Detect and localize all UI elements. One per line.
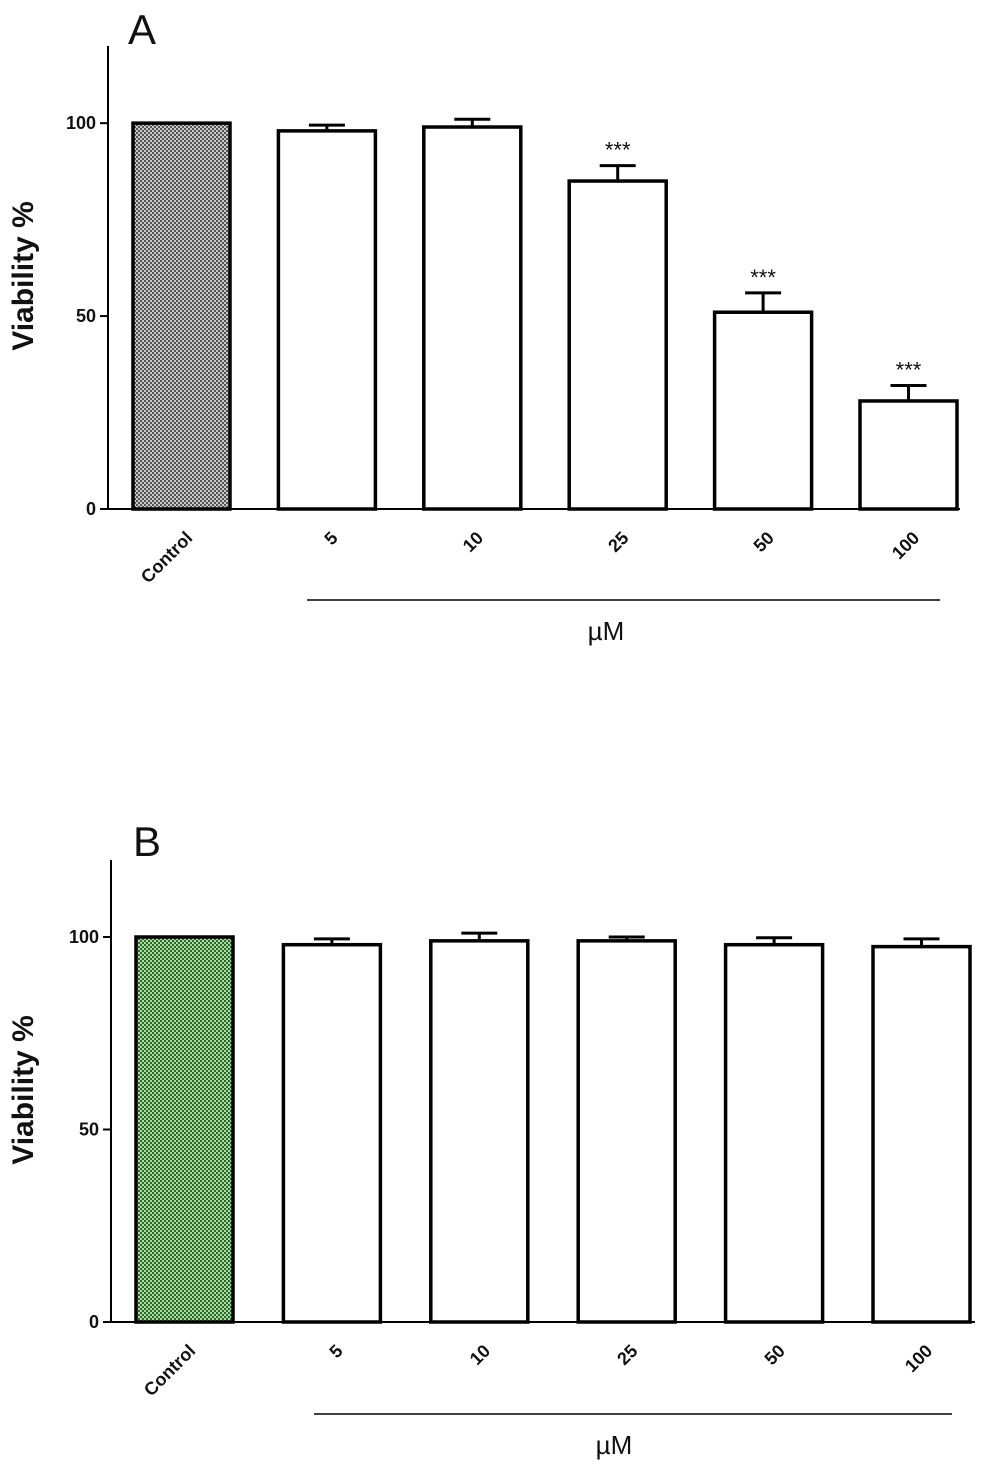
y-tick-label: 50 [79,1120,99,1140]
y-axis-label: Viability % [7,201,40,351]
bars [134,931,972,1324]
x-tick-label: 5 [321,528,342,549]
bar-50 [712,310,814,511]
y-tick-label: 50 [76,306,96,326]
panel-a: A Viability % 0 50 100 *** *** *** Control 5 1… [7,6,960,646]
significance-marker: *** [750,265,776,290]
panel-label-b: B [133,818,161,865]
bar-100 [858,399,959,511]
x-tick-label: 100 [888,528,923,563]
y-tick-label: 0 [86,499,96,519]
bar-25 [576,939,677,1324]
y-axis-label: Viability % [7,1015,40,1165]
x-tick-labels: Control 5 10 25 50 100 [137,528,923,587]
bar-control [131,121,232,511]
axes: 0 50 100 [66,46,960,519]
bar-100 [871,944,972,1324]
y-tick-label: 100 [69,927,99,947]
bar-10 [429,939,530,1324]
bar-5 [281,942,383,1324]
x-axis-label: µM [588,616,625,646]
panel-b: B Viability % 0 50 100 Control 5 10 25 50 100 µ… [7,818,975,1460]
x-tick-label: Control [137,528,196,587]
x-tick-label: 10 [466,1341,494,1369]
bar-control [134,935,235,1324]
x-tick-label: 50 [761,1341,789,1369]
x-tick-label: 25 [613,1341,641,1369]
bar-50 [723,942,825,1324]
axes: 0 50 100 [69,860,975,1332]
panel-label-a: A [128,6,156,53]
bar-25 [567,179,668,511]
bar-5 [276,129,378,511]
y-tick-label: 100 [66,113,96,133]
bar-10 [422,125,523,511]
x-tick-label: 5 [326,1341,347,1362]
y-tick-label: 0 [89,1312,99,1332]
x-tick-label: 50 [750,528,778,556]
x-tick-label: Control [140,1341,199,1400]
x-tick-label: 25 [604,528,632,556]
x-tick-label: 100 [901,1341,936,1376]
x-tick-labels: Control 5 10 25 50 100 [140,1341,936,1400]
x-tick-label: 10 [459,528,487,556]
significance-marker: *** [605,138,631,163]
significance-marker: *** [896,358,922,383]
x-axis-label: µM [596,1430,633,1460]
bars: *** *** *** [131,117,959,511]
